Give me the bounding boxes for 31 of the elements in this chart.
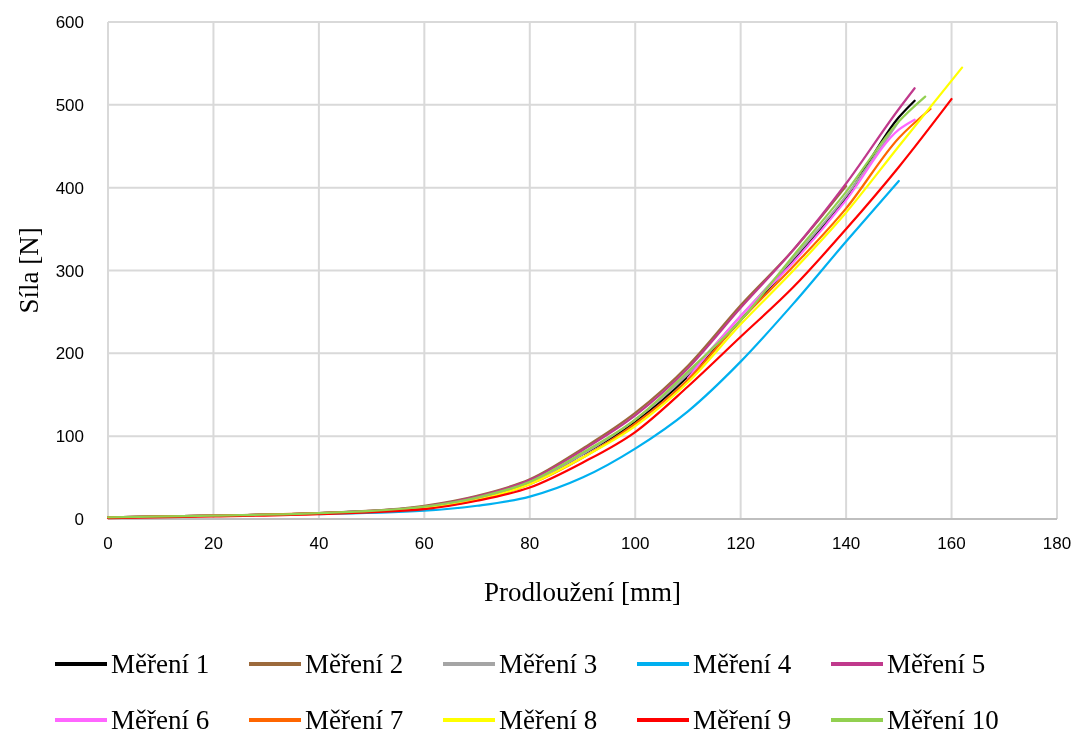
x-tick-label: 80: [520, 534, 540, 553]
x-tick-label: 140: [831, 534, 861, 553]
line-series: [423, 66, 964, 510]
x-tick-label: 40: [309, 534, 329, 553]
y-axis-title: Síla [N]: [14, 227, 44, 314]
legend-label: Měření 10: [887, 705, 999, 733]
x-tick-label: 20: [203, 534, 223, 553]
x-tick-label: 60: [414, 534, 434, 553]
y-tick-label: 500: [55, 95, 84, 115]
y-tick-label: 600: [55, 13, 84, 32]
x-tick-label: 100: [621, 534, 650, 553]
x-tick-label: 0: [103, 534, 113, 553]
x-tick-label: 120: [726, 534, 755, 553]
legend-label: Měření 9: [693, 705, 792, 733]
legend-label: Měření 2: [305, 649, 404, 679]
line-series: [686, 118, 916, 380]
legend-label: Měření 7: [305, 705, 404, 733]
legend-label: Měření 5: [887, 649, 986, 679]
y-tick-label: 0: [74, 510, 84, 529]
legend-label: Měření 1: [111, 649, 210, 679]
y-tick-label: 400: [55, 178, 84, 198]
legend-label: Měření 4: [693, 649, 792, 679]
legend-label: Měření 3: [499, 649, 598, 679]
y-tick-label: 200: [55, 344, 84, 364]
legend-label: Měření 6: [111, 705, 210, 733]
x-tick-label: 160: [937, 534, 966, 553]
x-tick-label: 180: [1042, 534, 1072, 553]
legend-label: Měření 8: [499, 705, 598, 733]
x-axis-title: Prodloužení [mm]: [483, 577, 682, 607]
y-tick-label: 100: [55, 427, 84, 447]
y-tick-label: 300: [55, 261, 84, 281]
